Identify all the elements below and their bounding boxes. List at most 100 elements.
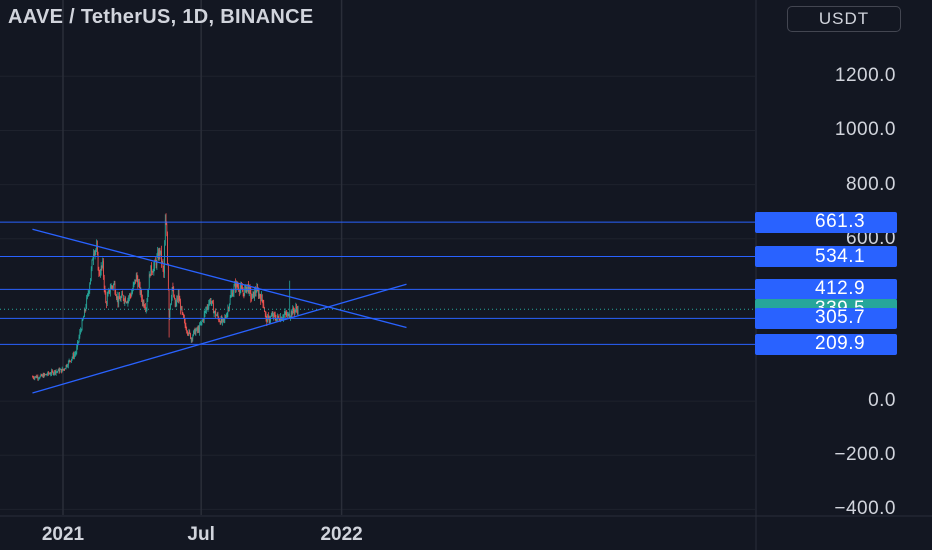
candle-body — [218, 317, 220, 321]
candle-body — [77, 341, 79, 343]
candle-body — [151, 265, 152, 273]
candle-body — [179, 300, 181, 302]
candle-body — [67, 365, 68, 367]
currency-button[interactable]: USDT — [787, 6, 901, 32]
candle-body — [118, 296, 120, 304]
candle-body — [68, 360, 70, 362]
candle-body — [144, 306, 146, 308]
candle-body — [124, 298, 126, 302]
candle-body — [35, 376, 36, 378]
candle-body — [274, 315, 276, 319]
candle-body — [119, 296, 120, 300]
candle-body — [177, 293, 179, 300]
candle-body — [283, 314, 284, 318]
candle-body — [219, 321, 221, 324]
candle-body — [74, 354, 75, 358]
candle-body — [78, 336, 80, 342]
candle-body — [64, 368, 65, 370]
candle-body — [47, 372, 49, 375]
trendlines[interactable] — [32, 228, 407, 394]
candle-body — [102, 261, 104, 267]
candle-body — [41, 374, 42, 377]
candle-body — [163, 267, 165, 274]
candle-body — [69, 360, 71, 362]
candle-body — [200, 321, 202, 325]
candle-body — [264, 312, 266, 314]
candle-body — [142, 301, 144, 304]
candle-body — [287, 314, 288, 316]
candle-body — [197, 328, 199, 331]
candle-body — [56, 371, 58, 373]
candle-body — [264, 307, 265, 313]
trendline[interactable] — [32, 228, 407, 329]
candle-body — [190, 338, 192, 339]
candle-body — [169, 309, 171, 317]
candle-body — [129, 294, 131, 296]
candle-body — [200, 324, 201, 326]
candle-body — [190, 333, 191, 339]
candle-body — [288, 313, 290, 319]
candle-body — [59, 369, 61, 373]
candle-body — [138, 282, 139, 287]
horizontal-levels[interactable] — [0, 221, 755, 345]
candle-body — [187, 331, 188, 334]
candle-body — [155, 261, 157, 266]
level-price-tag: 661.3 — [755, 211, 897, 233]
candle-body — [296, 306, 297, 310]
candle-body — [123, 299, 125, 302]
candle-body — [136, 274, 138, 280]
candle-body — [45, 374, 46, 376]
candle-body — [71, 359, 72, 362]
candle-body — [55, 371, 57, 374]
candle-body — [166, 224, 168, 234]
candle-body — [115, 292, 117, 296]
candle-body — [287, 313, 289, 315]
candle-body — [156, 256, 158, 266]
candle-body — [276, 318, 278, 321]
candle-body — [251, 297, 252, 299]
candle-body — [104, 288, 106, 293]
candle-body — [96, 245, 98, 253]
candle-body — [122, 293, 123, 296]
candle-body — [261, 294, 262, 302]
candle-body — [73, 354, 75, 358]
candle-body — [177, 298, 178, 300]
candle-body — [184, 320, 186, 326]
candle-body — [186, 329, 188, 332]
candle-body — [105, 292, 107, 303]
candle-body — [133, 282, 135, 285]
candle-body — [267, 315, 269, 317]
candle-body — [159, 249, 161, 254]
time-tick-label: 2021 — [41, 524, 85, 545]
candle-body — [192, 335, 194, 340]
candle-body — [232, 292, 234, 297]
candle-body — [223, 319, 225, 321]
price-tick-label: 1000.0 — [834, 119, 896, 141]
candle-body — [55, 370, 56, 374]
candle-body — [193, 329, 195, 332]
candle-body — [267, 315, 268, 323]
candle-body — [100, 266, 102, 275]
candle-body — [37, 376, 39, 379]
candle-body — [140, 290, 142, 294]
candle-body — [240, 285, 242, 289]
candle-body — [137, 279, 139, 287]
candle-body — [251, 293, 253, 299]
candle-body — [266, 317, 268, 323]
candle-body — [193, 331, 194, 336]
candle-body — [170, 303, 171, 310]
candle-body — [80, 329, 82, 331]
candle-body — [61, 368, 62, 373]
candle-body — [52, 371, 54, 375]
candle-body — [221, 317, 223, 322]
candle-body — [116, 295, 117, 299]
trendline[interactable] — [32, 283, 407, 394]
candle-body — [296, 309, 298, 313]
candlestick-series[interactable] — [32, 213, 299, 381]
candle-body — [148, 274, 150, 289]
candle-body — [148, 288, 149, 294]
candle-body — [38, 378, 40, 379]
candle-body — [101, 266, 103, 267]
candle-body — [230, 294, 232, 298]
